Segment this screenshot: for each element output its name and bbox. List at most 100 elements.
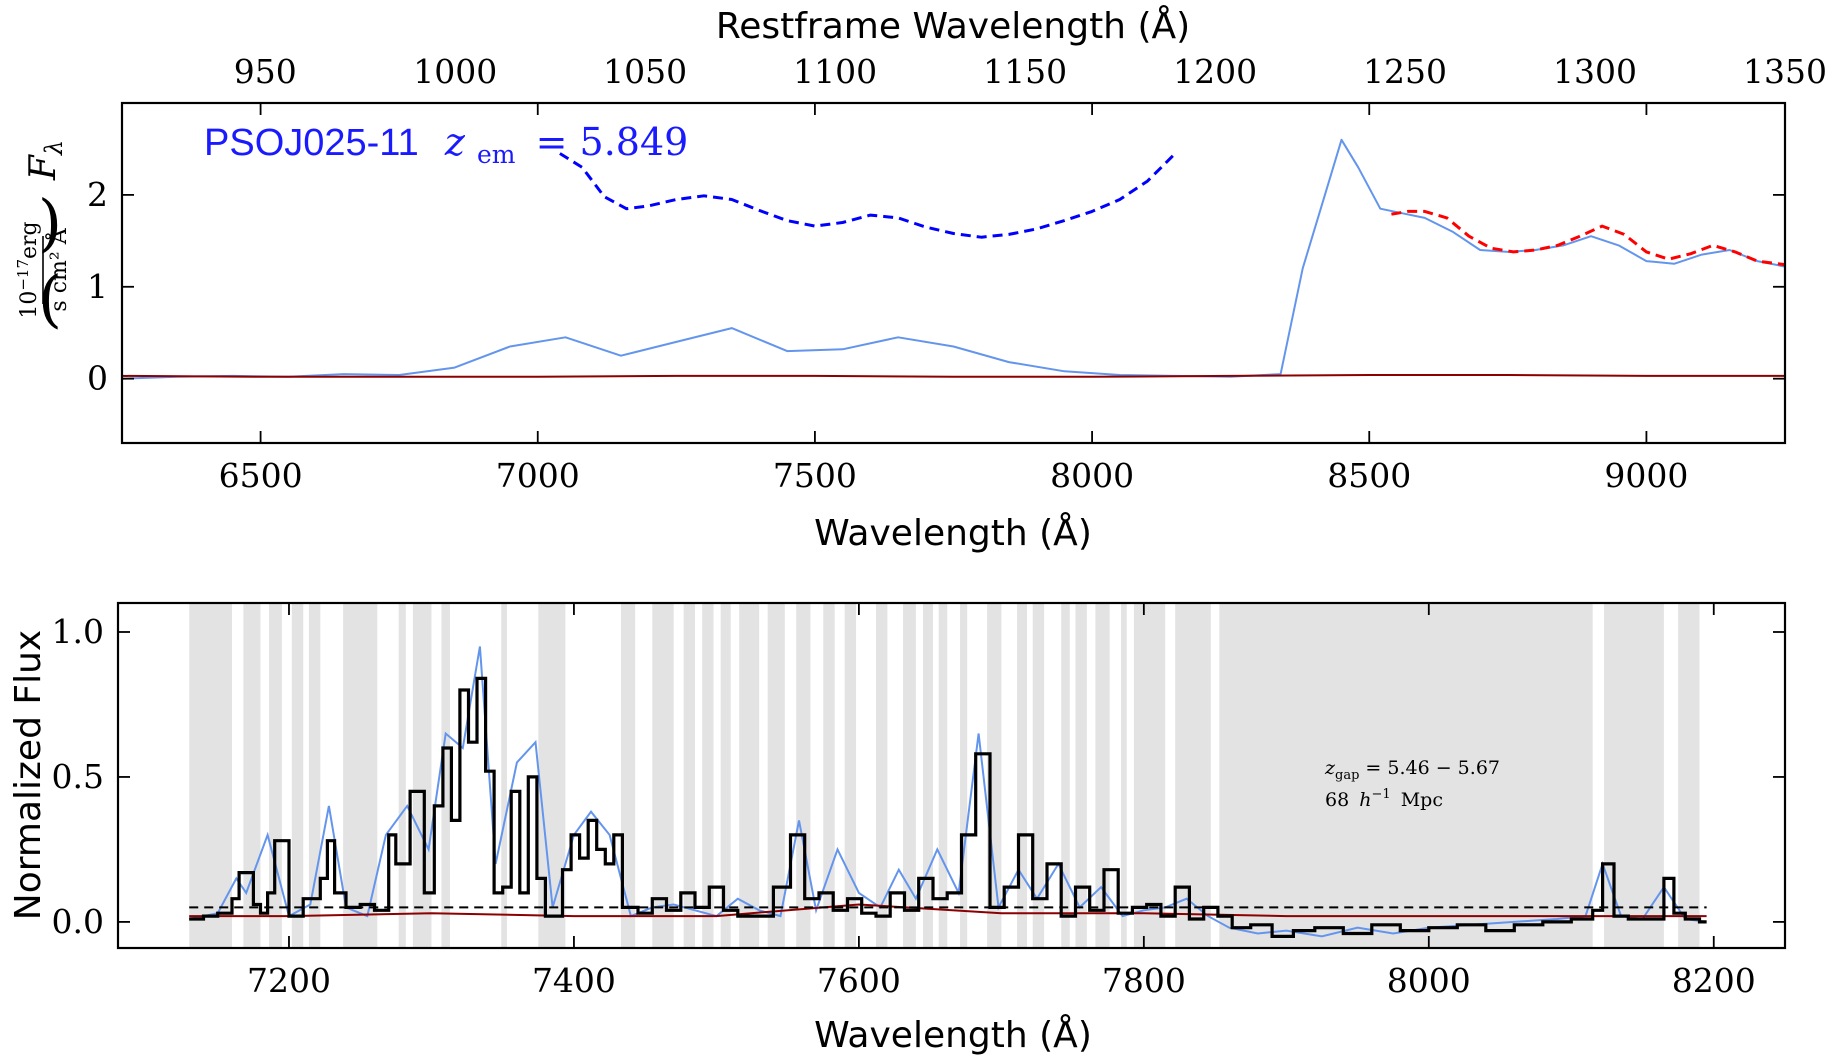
bottom-ticks-group: 7200 7400 7600 7800 8000 8200 0.0 0.5 1.0 (52, 603, 1785, 1000)
gap-region (739, 603, 760, 948)
restframe-tick-label: 1300 (1553, 52, 1637, 91)
gap-region (1075, 603, 1087, 948)
top-panel: 6500 7000 7500 8000 8500 9000 0 1 2 950 1000 1050 11… (14, 4, 1827, 554)
ylabel-unit-denominator: s cm² Å (44, 227, 72, 311)
gap-region (702, 603, 714, 948)
ylabel-unit-numerator: 10−17erg (14, 221, 42, 318)
gap-region (269, 603, 282, 948)
gap-region (683, 603, 696, 948)
gap-region (1175, 603, 1211, 948)
gap-length-exp: −1 (1371, 787, 1390, 802)
ylabel-f: F (23, 153, 64, 181)
gap-region (1061, 603, 1070, 948)
gap-region (1678, 603, 1700, 948)
z-value: = 5.849 (536, 120, 689, 164)
restframe-tick-label: 1050 (603, 52, 687, 91)
ylabel-num-rest: erg (17, 221, 42, 259)
top-ticks-group: 6500 7000 7500 8000 8500 9000 0 1 2 950 1000 1050 11… (87, 52, 1827, 495)
gap-length-value: 68 (1325, 789, 1349, 811)
top-plot-area (122, 138, 1785, 380)
top-axes-frame (120, 101, 1787, 445)
bottom-ylabel: Normalized Flux (8, 630, 49, 920)
top-ytick-label: 1 (87, 267, 108, 306)
ylabel-paren-left: ( (38, 262, 62, 335)
gap-region (823, 603, 835, 948)
gap-region (767, 603, 785, 948)
bottom-ytick-label: 1.0 (52, 612, 104, 651)
gap-redshift-annotation: zgap = 5.46 − 5.67 (1324, 757, 1500, 783)
gap-region (720, 603, 731, 948)
ylabel-symbol: Fλ (23, 140, 68, 181)
gap-z-subscript: gap (1335, 768, 1359, 783)
top-ytick-label: 2 (87, 175, 108, 214)
top-xlabel: Wavelength (Å) (814, 511, 1092, 554)
top-xtick-label: 6500 (219, 456, 303, 495)
top-series-continuum-2 (559, 152, 1177, 239)
bottom-panel: 7200 7400 7600 7800 8000 8200 0.0 0.5 1.0 zgap = … (8, 601, 1787, 1056)
top-xtick-label: 9000 (1604, 456, 1688, 495)
top-series-continuum-3 (1391, 209, 1785, 267)
gap-region (923, 603, 933, 948)
gap-z-value: = 5.46 − 5.67 (1365, 757, 1500, 779)
restframe-tick-label: 950 (234, 52, 297, 91)
z-subscript: em (477, 140, 516, 169)
top-series-noise-1 (122, 374, 1785, 378)
bottom-xtick-label: 7600 (817, 961, 901, 1000)
top-ylabel: Fλ ( 10−17erg s cm² Å ) (14, 140, 72, 335)
object-name: PSOJ025-11 (204, 122, 419, 164)
top-ytick-label: 0 (87, 359, 108, 398)
gap-region (844, 603, 857, 948)
gap-region (501, 603, 507, 948)
top-xtick-label: 7000 (496, 456, 580, 495)
gap-z-symbol: z (1324, 757, 1336, 779)
ylabel-num-base: 10 (17, 291, 42, 319)
gap-region (441, 603, 450, 948)
bottom-xtick-label: 8200 (1672, 961, 1756, 1000)
gap-region (308, 603, 321, 948)
restframe-tick-label: 1150 (983, 52, 1067, 91)
gap-length-annotation: 68 h−1 Mpc (1325, 781, 1443, 811)
restframe-tick-label: 1000 (413, 52, 497, 91)
bottom-xlabel: Wavelength (Å) (814, 1013, 1092, 1056)
bottom-xtick-label: 7400 (532, 961, 616, 1000)
top-series-group (122, 138, 1785, 380)
bottom-xtick-label: 7200 (247, 961, 331, 1000)
gap-region (189, 603, 232, 948)
gap-region (903, 603, 916, 948)
restframe-tick-label: 1200 (1173, 52, 1257, 91)
restframe-tick-label: 1350 (1743, 52, 1827, 91)
object-annotation: PSOJ025-11 z em = 5.849 (204, 120, 688, 172)
top-xtick-label: 7500 (773, 456, 857, 495)
bottom-ytick-label: 0.0 (52, 902, 104, 941)
bottom-series-flux-0 (189, 646, 1707, 938)
gap-region (938, 603, 948, 948)
restframe-tick-label: 1100 (793, 52, 877, 91)
gap-region (620, 603, 636, 948)
top-secondary-xlabel: Restframe Wavelength (Å) (716, 4, 1190, 47)
bottom-series-group (189, 646, 1707, 939)
gap-region (398, 603, 406, 948)
bottom-xtick-label: 7800 (1102, 961, 1186, 1000)
gap-regions-group (189, 603, 1700, 948)
gap-length-unit: Mpc (1401, 789, 1443, 811)
bottom-series-binned-2 (189, 676, 1707, 939)
gap-region (1032, 603, 1045, 948)
z-symbol: z (444, 120, 466, 164)
gap-region (1133, 603, 1166, 948)
gap-region (343, 603, 378, 948)
gap-region (1017, 603, 1028, 948)
gap-length-h: h (1359, 789, 1371, 811)
bottom-xtick-label: 8000 (1387, 961, 1471, 1000)
gap-region (1219, 603, 1593, 948)
top-xtick-label: 8000 (1050, 456, 1134, 495)
bottom-series-noise-1 (189, 903, 1707, 918)
gap-region (1095, 603, 1110, 948)
gap-region (412, 603, 432, 948)
bottom-ytick-label: 0.5 (52, 757, 104, 796)
top-series-flux-0 (122, 138, 1785, 380)
gap-region (1121, 603, 1127, 948)
gap-region (875, 603, 888, 948)
gap-region (291, 603, 304, 948)
gap-region (243, 603, 261, 948)
